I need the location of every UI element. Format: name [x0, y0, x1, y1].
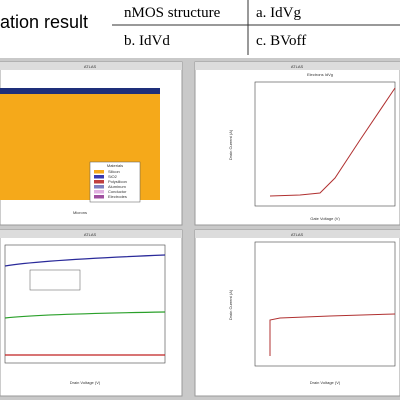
axes [254, 241, 396, 367]
x-label: Drain Voltage (V) [310, 380, 341, 385]
window-title: ATLAS [291, 64, 304, 69]
legend-title: Materials [107, 163, 123, 168]
oxide-layer [0, 88, 160, 94]
window-title: ATLAS [84, 64, 97, 69]
window [194, 229, 400, 397]
window-title: ATLAS [291, 232, 304, 237]
axes [254, 81, 396, 207]
legend-swatch [94, 175, 104, 179]
legend-swatch [94, 190, 104, 194]
y-label: Drain Current (A) [228, 289, 233, 320]
legend-swatch [94, 180, 104, 184]
legend-swatch [94, 195, 104, 199]
slide-title: ation result [0, 12, 88, 32]
table-cell: b. IdVd [124, 33, 170, 49]
table-cell: c. BVoff [256, 33, 306, 49]
title-bar [0, 230, 182, 238]
legend-item: Conductor [108, 189, 127, 194]
y-label: Drain Current (A) [228, 129, 233, 160]
legend-item: Aluminum [108, 184, 126, 189]
curve [4, 254, 166, 267]
curve [4, 311, 166, 319]
table-cell: a. IdVg [256, 5, 301, 21]
window-title: ATLAS [84, 232, 97, 237]
legend-item: Polysilicon [108, 179, 127, 184]
x-label: Microns [73, 210, 87, 215]
curve [269, 313, 396, 356]
table-cell: nMOS structure [124, 5, 221, 21]
window [194, 61, 400, 226]
title-bar [195, 62, 400, 70]
legend [29, 269, 81, 291]
axes [4, 244, 166, 364]
x-label: Drain Voltage (V) [70, 380, 101, 385]
legend-swatch [94, 185, 104, 189]
plot-title: Electrons IdVg [307, 72, 333, 77]
table [112, 0, 400, 55]
legend-item: Silicon [108, 169, 120, 174]
legend-item: Electrodes [108, 194, 127, 199]
legend-item: SiO2 [108, 174, 118, 179]
x-label: Gate Voltage (V) [310, 216, 340, 221]
curve [269, 87, 396, 197]
title-bar [195, 230, 400, 238]
legend-swatch [94, 170, 104, 174]
title-bar [0, 62, 182, 70]
